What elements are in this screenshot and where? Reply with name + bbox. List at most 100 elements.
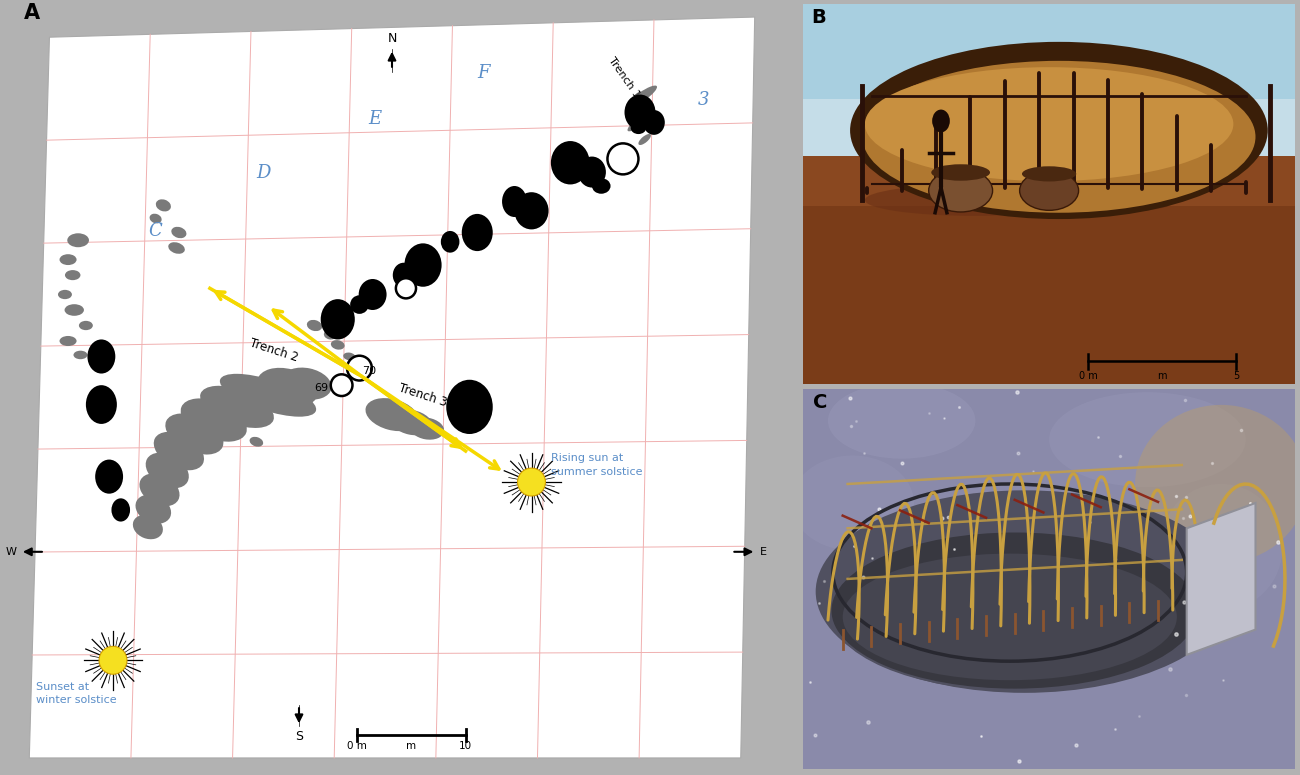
Ellipse shape — [390, 409, 433, 436]
Ellipse shape — [831, 532, 1199, 690]
Circle shape — [330, 374, 352, 396]
Text: C: C — [814, 393, 828, 412]
Bar — [803, 162, 1295, 384]
Text: 10: 10 — [459, 741, 472, 751]
Circle shape — [99, 646, 127, 674]
Ellipse shape — [172, 227, 186, 238]
Ellipse shape — [624, 95, 655, 130]
Text: 0 m: 0 m — [347, 741, 367, 751]
Text: 5: 5 — [1232, 370, 1239, 381]
Ellipse shape — [165, 414, 224, 454]
Ellipse shape — [307, 320, 322, 331]
Ellipse shape — [58, 290, 72, 299]
Ellipse shape — [1024, 194, 1173, 212]
Text: Trench 2: Trench 2 — [248, 336, 300, 364]
Ellipse shape — [153, 432, 204, 470]
Ellipse shape — [343, 353, 355, 360]
Ellipse shape — [627, 85, 656, 109]
Ellipse shape — [139, 474, 179, 506]
Text: m: m — [1157, 370, 1167, 381]
Ellipse shape — [928, 169, 993, 212]
Text: A: A — [23, 3, 40, 23]
Text: D: D — [256, 164, 270, 182]
Text: S: S — [295, 730, 303, 743]
Ellipse shape — [74, 350, 87, 360]
Text: 0 m: 0 m — [1079, 370, 1097, 381]
Circle shape — [396, 278, 416, 298]
Ellipse shape — [324, 330, 337, 339]
Circle shape — [517, 468, 546, 496]
Text: 69: 69 — [315, 384, 329, 394]
Ellipse shape — [60, 336, 77, 346]
Text: W: W — [5, 547, 16, 556]
Ellipse shape — [86, 385, 117, 424]
Ellipse shape — [393, 263, 415, 288]
Ellipse shape — [1049, 392, 1245, 487]
Ellipse shape — [638, 134, 651, 145]
Bar — [803, 4, 1295, 181]
Ellipse shape — [365, 398, 419, 431]
Ellipse shape — [446, 380, 493, 434]
Bar — [803, 4, 1295, 98]
Ellipse shape — [441, 231, 459, 253]
Ellipse shape — [95, 460, 124, 494]
Text: Trench 1: Trench 1 — [607, 55, 642, 100]
Ellipse shape — [630, 122, 646, 134]
Ellipse shape — [60, 254, 77, 265]
Ellipse shape — [282, 367, 332, 400]
Circle shape — [607, 143, 638, 174]
Ellipse shape — [410, 418, 445, 439]
Ellipse shape — [1160, 484, 1283, 611]
Ellipse shape — [133, 515, 162, 539]
Ellipse shape — [65, 270, 81, 281]
Ellipse shape — [502, 186, 526, 217]
Ellipse shape — [592, 178, 611, 194]
Ellipse shape — [350, 295, 369, 314]
Ellipse shape — [250, 437, 263, 446]
Ellipse shape — [842, 553, 1176, 680]
Text: Sunset at
winter solstice: Sunset at winter solstice — [35, 682, 116, 705]
Ellipse shape — [233, 412, 250, 425]
Ellipse shape — [68, 233, 88, 247]
Ellipse shape — [332, 340, 344, 350]
Ellipse shape — [864, 184, 1086, 216]
Bar — [803, 156, 1295, 206]
Text: m: m — [407, 741, 416, 751]
Ellipse shape — [815, 491, 1234, 693]
Ellipse shape — [87, 339, 116, 374]
Ellipse shape — [551, 141, 590, 184]
Text: N: N — [387, 32, 396, 45]
Ellipse shape — [168, 243, 185, 253]
Ellipse shape — [931, 164, 991, 181]
Polygon shape — [1187, 503, 1256, 655]
Text: 3: 3 — [698, 91, 710, 109]
Ellipse shape — [135, 494, 172, 524]
Polygon shape — [30, 17, 755, 758]
Ellipse shape — [850, 42, 1268, 219]
Text: E: E — [760, 547, 767, 556]
Ellipse shape — [862, 61, 1256, 212]
Ellipse shape — [181, 398, 247, 442]
Ellipse shape — [404, 243, 442, 287]
Ellipse shape — [828, 383, 975, 459]
Ellipse shape — [257, 368, 317, 407]
Text: E: E — [369, 110, 382, 128]
Text: 70: 70 — [363, 366, 377, 376]
Ellipse shape — [156, 199, 170, 212]
Text: F: F — [477, 64, 490, 81]
Ellipse shape — [220, 427, 235, 438]
Circle shape — [347, 356, 372, 381]
Ellipse shape — [644, 110, 664, 135]
Circle shape — [932, 109, 950, 133]
Ellipse shape — [146, 453, 188, 488]
Ellipse shape — [200, 386, 274, 428]
Ellipse shape — [65, 304, 84, 316]
Text: Rising sun at
summer solstice: Rising sun at summer solstice — [551, 453, 642, 477]
Ellipse shape — [220, 374, 316, 417]
Ellipse shape — [578, 157, 606, 188]
Ellipse shape — [112, 498, 130, 522]
Ellipse shape — [1022, 167, 1076, 181]
Ellipse shape — [79, 321, 92, 330]
Ellipse shape — [321, 299, 355, 339]
Text: B: B — [811, 8, 826, 27]
